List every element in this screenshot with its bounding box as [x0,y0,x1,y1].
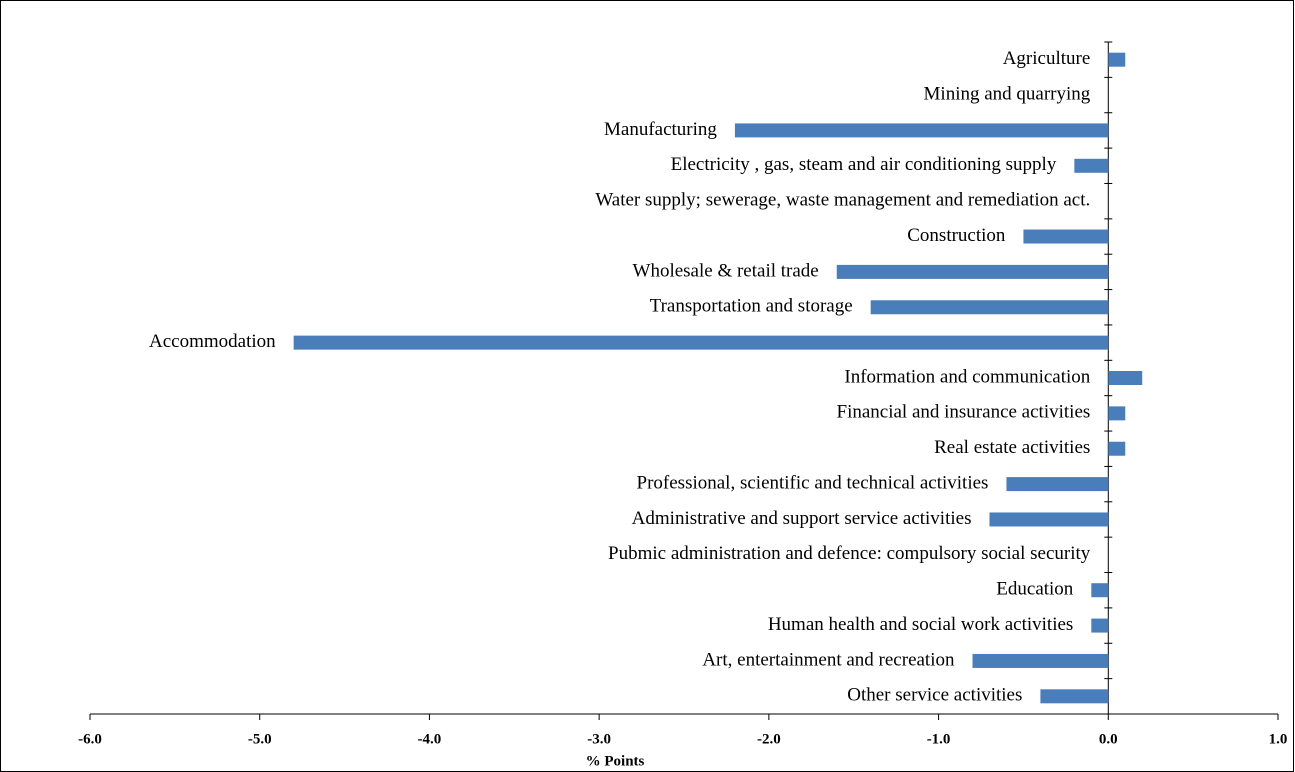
bar [1091,618,1109,633]
bar [1108,441,1126,456]
category-label: Accommodation [149,331,276,352]
category-label: Financial and insurance activities [837,402,1091,423]
bar [870,300,1109,315]
bar [1108,52,1126,67]
bar [1040,689,1109,704]
category-label: Information and communication [844,366,1090,387]
category-label: Mining and quarrying [924,83,1091,104]
category-label: Other service activities [847,685,1022,706]
category-label: Manufacturing [604,119,717,140]
category-label: Art, entertainment and recreation [702,649,955,670]
x-tick-label: -1.0 [927,731,951,747]
bar [836,264,1109,279]
x-tick-label: -6.0 [78,731,102,747]
category-label: Human health and social work activities [768,614,1074,635]
bar [972,653,1109,668]
category-label: Wholesale & retail trade [633,260,819,281]
bar [1108,406,1126,421]
category-label: Agriculture [1003,48,1091,69]
bar [1091,583,1109,598]
x-axis-title: % Points [586,753,645,769]
x-tick-label: -3.0 [587,731,611,747]
x-tick-label: -5.0 [248,731,272,747]
category-label: Administrative and support service activ… [632,508,972,529]
bar [734,123,1109,138]
category-label: Education [996,579,1074,600]
bar [1108,371,1143,385]
category-label: Professional, scientific and technical a… [637,472,989,493]
category-label: Water supply; sewerage, waste management… [595,190,1090,211]
category-label: Pubmic administration and defence: compu… [608,543,1091,564]
category-label: Electricity , gas, steam and air conditi… [671,154,1057,175]
category-label: Construction [907,225,1006,246]
bar [1074,158,1109,173]
bar [1006,477,1109,492]
x-tick-label: 0.0 [1099,731,1118,747]
x-tick-label: -2.0 [757,731,781,747]
x-tick-label: 1.0 [1269,731,1288,747]
category-label: Real estate activities [934,437,1090,458]
bar [1023,229,1109,244]
bar [989,512,1109,527]
x-tick-label: -4.0 [418,731,442,747]
bar [293,335,1109,350]
category-label: Transportation and storage [650,296,853,317]
